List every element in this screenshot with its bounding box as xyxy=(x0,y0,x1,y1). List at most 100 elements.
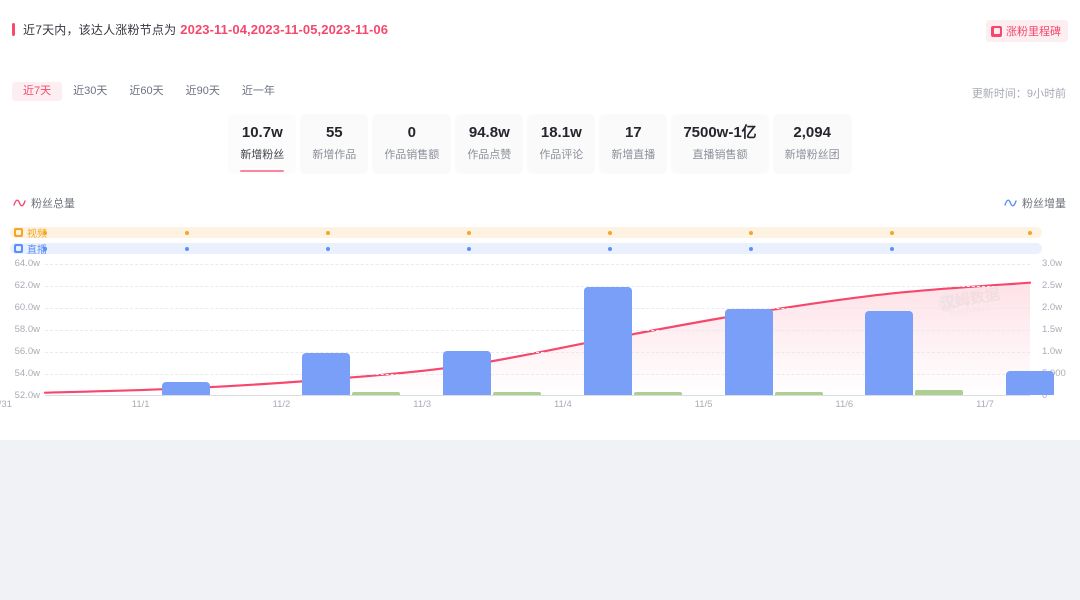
legend-right-label: 粉丝增量 xyxy=(1022,198,1066,210)
stat-value: 94.8w xyxy=(468,124,510,141)
video-icon xyxy=(14,228,23,237)
bar-fans-club[interactable] xyxy=(774,391,823,395)
stat-card-1[interactable]: 55 新增作品 xyxy=(300,114,369,174)
timeline-dot[interactable] xyxy=(749,230,753,235)
timeline-dot[interactable] xyxy=(467,246,471,251)
stat-card-0[interactable]: 10.7w 新增粉丝 xyxy=(228,114,297,174)
stat-card-list: 10.7w 新增粉丝 55 新增作品 0 作品销售额 94.8w 作品点赞 18.1w 作品评论 1… xyxy=(0,114,1080,174)
gridline xyxy=(45,308,1030,309)
notice-banner: 近7天内，该达人涨粉节点为 2023-11-04,2023-11-05,2023… xyxy=(12,19,388,39)
timeline-dot[interactable] xyxy=(185,246,189,251)
stat-card-2[interactable]: 0 作品销售额 xyxy=(372,114,452,174)
timeline-dot[interactable] xyxy=(608,246,612,251)
stat-value: 2,094 xyxy=(793,124,831,141)
gridline xyxy=(45,286,1030,287)
stat-label: 新增直播 xyxy=(611,149,656,161)
timeline-dot[interactable] xyxy=(608,230,612,235)
notice-dates: 2023-11-04,2023-11-05,2023-11-06 xyxy=(180,21,389,37)
bar-fans-growth[interactable] xyxy=(583,287,632,395)
y-tick-right: 2.5w xyxy=(1042,280,1063,291)
stat-value: 17 xyxy=(624,124,642,141)
analytics-panel: 近7天内，该达人涨粉节点为 2023-11-04,2023-11-05,2023… xyxy=(0,0,1080,440)
tab-1[interactable]: 近30天 xyxy=(73,85,108,97)
stat-label: 作品销售额 xyxy=(384,149,440,161)
y-tick-right: 3.0w xyxy=(1042,258,1063,269)
chart-plot-area xyxy=(43,264,1054,396)
milestone-badge[interactable]: 涨粉里程碑 xyxy=(986,20,1068,42)
timeline-dot[interactable] xyxy=(890,230,894,235)
y-axis-left: 52.0w 54.0w 56.0w 58.0w 60.0w 62.0w 64.0w xyxy=(0,259,44,401)
bar-fans-growth[interactable] xyxy=(161,381,210,395)
timeline-row-video[interactable]: 视频 xyxy=(10,227,1042,240)
y-tick-left: 54.0w xyxy=(14,368,40,379)
tab-2[interactable]: 近60天 xyxy=(129,85,164,97)
stat-card-5[interactable]: 17 新增直播 xyxy=(599,114,668,174)
stat-active-underline xyxy=(240,169,285,172)
stat-value: 0 xyxy=(407,124,416,141)
bar-fans-growth[interactable] xyxy=(724,309,773,395)
stat-label: 新增作品 xyxy=(312,149,357,161)
y-tick-right: 0 xyxy=(1042,390,1048,401)
stat-card-7[interactable]: 2,094 新增粉丝团 xyxy=(772,114,852,174)
stat-value: 55 xyxy=(325,124,343,141)
stat-label: 直播销售额 xyxy=(692,149,748,161)
y-tick-left: 60.0w xyxy=(14,302,40,313)
tab-3[interactable]: 近90天 xyxy=(185,85,220,97)
legend-left-label: 粉丝总量 xyxy=(31,198,75,210)
live-icon xyxy=(14,244,23,253)
bar-fans-club[interactable] xyxy=(915,390,964,395)
stat-label: 作品点赞 xyxy=(467,149,512,161)
bar-fans-growth[interactable] xyxy=(443,351,492,395)
bar-fans-club[interactable] xyxy=(493,392,542,395)
gridline xyxy=(45,352,1030,353)
timeline-dot[interactable] xyxy=(890,246,894,251)
timeline-dot[interactable] xyxy=(467,230,471,235)
wave-line-icon xyxy=(1004,199,1017,207)
x-tick-label: 11/3 xyxy=(413,399,432,410)
notice-accent-bar xyxy=(12,22,15,36)
timeline-dot[interactable] xyxy=(326,246,330,251)
milestone-label: 涨粉里程碑 xyxy=(1006,26,1061,38)
legend-fans-growth: 粉丝增量 xyxy=(1004,195,1066,211)
bar-fans-growth[interactable] xyxy=(302,353,351,395)
bar-fans-club[interactable] xyxy=(352,392,401,395)
y-tick-left: 56.0w xyxy=(14,346,40,357)
bar-fans-growth[interactable] xyxy=(1006,370,1054,395)
timeline-live-label: 直播 xyxy=(27,245,47,256)
y-tick-left: 62.0w xyxy=(14,280,40,291)
gridline xyxy=(45,374,1030,375)
stat-label: 作品评论 xyxy=(539,149,584,161)
wave-line-icon xyxy=(13,199,26,207)
tab-4[interactable]: 近一年 xyxy=(241,85,275,97)
timeline-dot[interactable] xyxy=(185,230,189,235)
x-tick-label: 11/4 xyxy=(553,399,572,410)
y-tick-left: 58.0w xyxy=(14,324,40,335)
date-range-tabs[interactable]: 近7天 近30天 近60天 近90天 近一年 xyxy=(12,82,286,101)
timeline-dot[interactable] xyxy=(326,230,330,235)
timeline-row-live[interactable]: 直播 xyxy=(10,243,1042,256)
timeline-dot[interactable] xyxy=(749,246,753,251)
tab-0[interactable]: 近7天 xyxy=(12,82,63,101)
stat-card-4[interactable]: 18.1w 作品评论 xyxy=(527,114,596,174)
bar-fans-club[interactable] xyxy=(633,391,682,395)
y-tick-right: 1.0w xyxy=(1042,346,1063,357)
flag-icon xyxy=(991,25,1002,37)
timeline-dot[interactable] xyxy=(1028,230,1032,235)
stat-card-3[interactable]: 94.8w 作品点赞 xyxy=(455,114,524,174)
stat-card-6[interactable]: 7500w-1亿 直播销售额 xyxy=(671,114,769,174)
bar-fans-growth[interactable] xyxy=(865,310,914,395)
legend-fans-total: 粉丝总量 xyxy=(13,195,75,211)
update-time: 更新时间：9小时前 xyxy=(971,88,1066,100)
stat-value: 18.1w xyxy=(540,124,582,141)
y-tick-left: 64.0w xyxy=(14,258,40,269)
x-tick-label: 11/1 xyxy=(131,399,150,410)
timeline-dot[interactable] xyxy=(43,246,47,251)
x-tick-label: 10/31 xyxy=(0,399,12,410)
x-tick-label: 11/2 xyxy=(272,399,291,410)
stat-label: 新增粉丝团 xyxy=(784,149,840,161)
timeline-video-label: 视频 xyxy=(27,229,47,240)
y-tick-left: 52.0w xyxy=(14,390,40,401)
timeline-dot[interactable] xyxy=(43,230,47,235)
